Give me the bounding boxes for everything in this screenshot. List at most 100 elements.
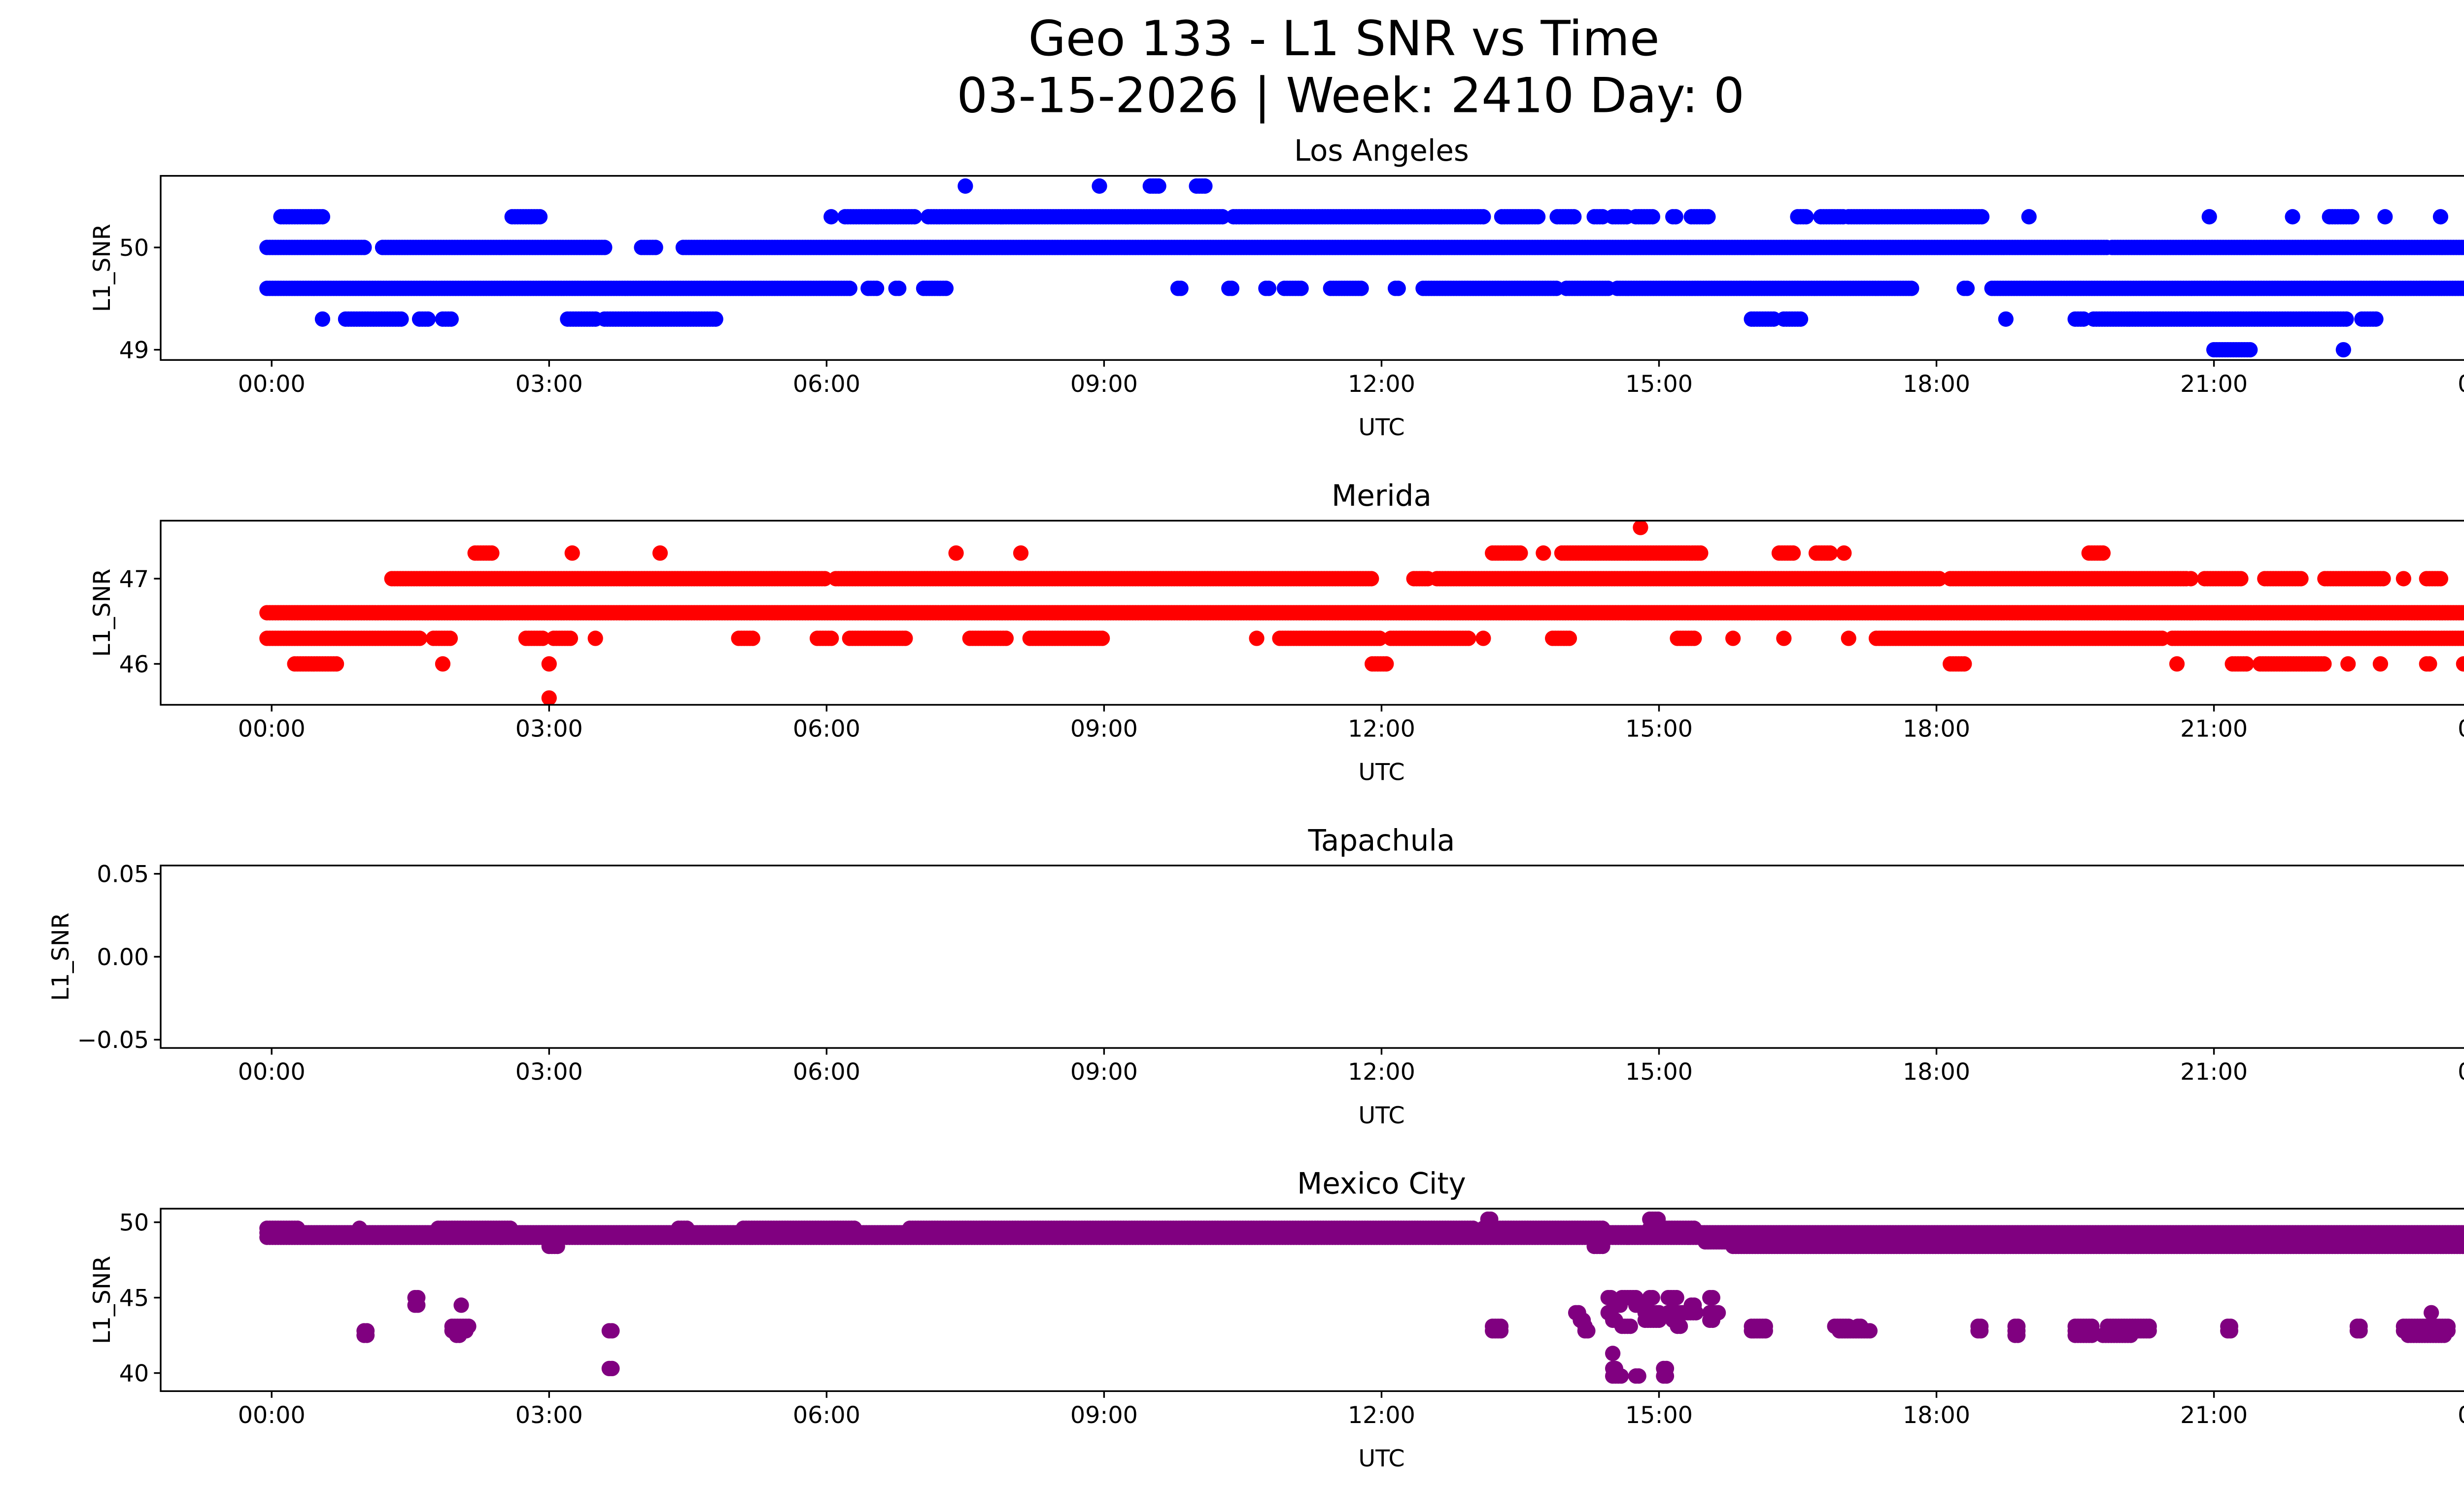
data-point [2396, 571, 2411, 587]
data-point [1822, 545, 1838, 561]
data-point [1693, 545, 1709, 561]
data-point [2461, 282, 2464, 294]
data-point [1249, 630, 1265, 646]
subplot-title: Los Angeles [1294, 134, 1469, 168]
data-point [1173, 280, 1189, 296]
x-tick-label: 03:00 [515, 371, 583, 398]
data-point [2238, 656, 2254, 672]
data-point [1512, 545, 1528, 561]
data-point [1461, 630, 1476, 646]
data-point [708, 311, 723, 327]
y-tick-label: 0.00 [97, 944, 149, 971]
data-point [648, 240, 663, 255]
data-point [314, 311, 331, 327]
subplot-title: Mexico City [1297, 1167, 1466, 1201]
y-tick-label: 49 [119, 337, 149, 364]
data-point [2375, 571, 2391, 587]
data-point [2169, 656, 2185, 672]
data-point [2183, 571, 2199, 587]
data-point [435, 656, 451, 672]
data-point [562, 630, 579, 646]
x-axis-label: UTC [1358, 759, 1404, 786]
y-tick-label: 0.05 [97, 861, 149, 888]
x-tick-label: 12:00 [1348, 715, 1415, 742]
data-point [1974, 209, 1990, 225]
data-point [1475, 630, 1491, 646]
data-point [1633, 521, 1648, 535]
data-point [2335, 342, 2351, 358]
data-point [897, 630, 913, 646]
data-point [1378, 656, 1394, 672]
data-point [823, 209, 839, 225]
data-point [2293, 571, 2309, 587]
data-point [2377, 209, 2393, 225]
x-tick-label: 00:00 [2458, 715, 2464, 742]
data-point [1959, 280, 1975, 296]
data-point [1095, 630, 1110, 646]
data-point [2316, 656, 2332, 672]
data-point [745, 630, 760, 646]
data-point [1776, 630, 1792, 646]
data-point [443, 311, 459, 327]
data-point [1793, 311, 1809, 327]
data-point [2095, 545, 2111, 561]
data-point [1372, 630, 1388, 646]
data-point [2242, 342, 2258, 358]
data-point [817, 571, 833, 587]
data-point [938, 280, 954, 296]
data-point [411, 630, 428, 646]
x-tick-label: 03:00 [515, 715, 583, 742]
data-point [1561, 630, 1577, 646]
data-point [564, 545, 580, 561]
data-point [393, 311, 409, 327]
data-point [2340, 656, 2356, 672]
y-axis-label: L1_SNR [89, 224, 116, 312]
x-tick-label: 06:00 [793, 371, 860, 398]
data-point [2368, 311, 2384, 327]
data-point [948, 545, 964, 561]
data-point [1931, 571, 1947, 587]
scatter-series [259, 1211, 2464, 1384]
subplot-title: Tapachula [1307, 824, 1455, 858]
data-point [1785, 545, 1801, 561]
data-point [1998, 311, 2014, 327]
data-point [356, 240, 372, 255]
data-point [2422, 656, 2437, 672]
x-tick-label: 00:00 [238, 371, 306, 398]
data-point [1841, 630, 1856, 646]
data-point [998, 630, 1014, 646]
data-point [1390, 280, 1406, 296]
data-point [2462, 243, 2464, 252]
data-point [2461, 632, 2464, 644]
data-point [1530, 209, 1546, 225]
x-tick-label: 21:00 [2180, 715, 2248, 742]
data-point [869, 280, 885, 296]
data-point [597, 240, 613, 255]
data-point [1725, 630, 1741, 646]
scatter-series [259, 178, 2464, 358]
x-tick-label: 15:00 [1625, 1059, 1693, 1086]
data-point [541, 656, 557, 672]
data-point [1092, 178, 1107, 194]
x-tick-label: 21:00 [2180, 1059, 2248, 1086]
data-point [1956, 656, 1972, 672]
data-point [535, 630, 550, 646]
data-point [1566, 209, 1582, 225]
data-point [1668, 209, 1683, 225]
x-tick-label: 12:00 [1348, 371, 1415, 398]
data-point [587, 630, 603, 646]
data-point [314, 209, 331, 225]
data-point [1475, 209, 1491, 225]
data-point [2432, 209, 2449, 225]
data-point [2233, 571, 2249, 587]
data-point [842, 280, 857, 296]
y-tick-label: 47 [119, 566, 149, 593]
data-point [2344, 209, 2360, 225]
data-point [2456, 656, 2464, 672]
figure-title-line1: Geo 133 - L1 SNR vs Time [1028, 11, 1659, 67]
x-tick-label: 15:00 [1625, 715, 1693, 742]
